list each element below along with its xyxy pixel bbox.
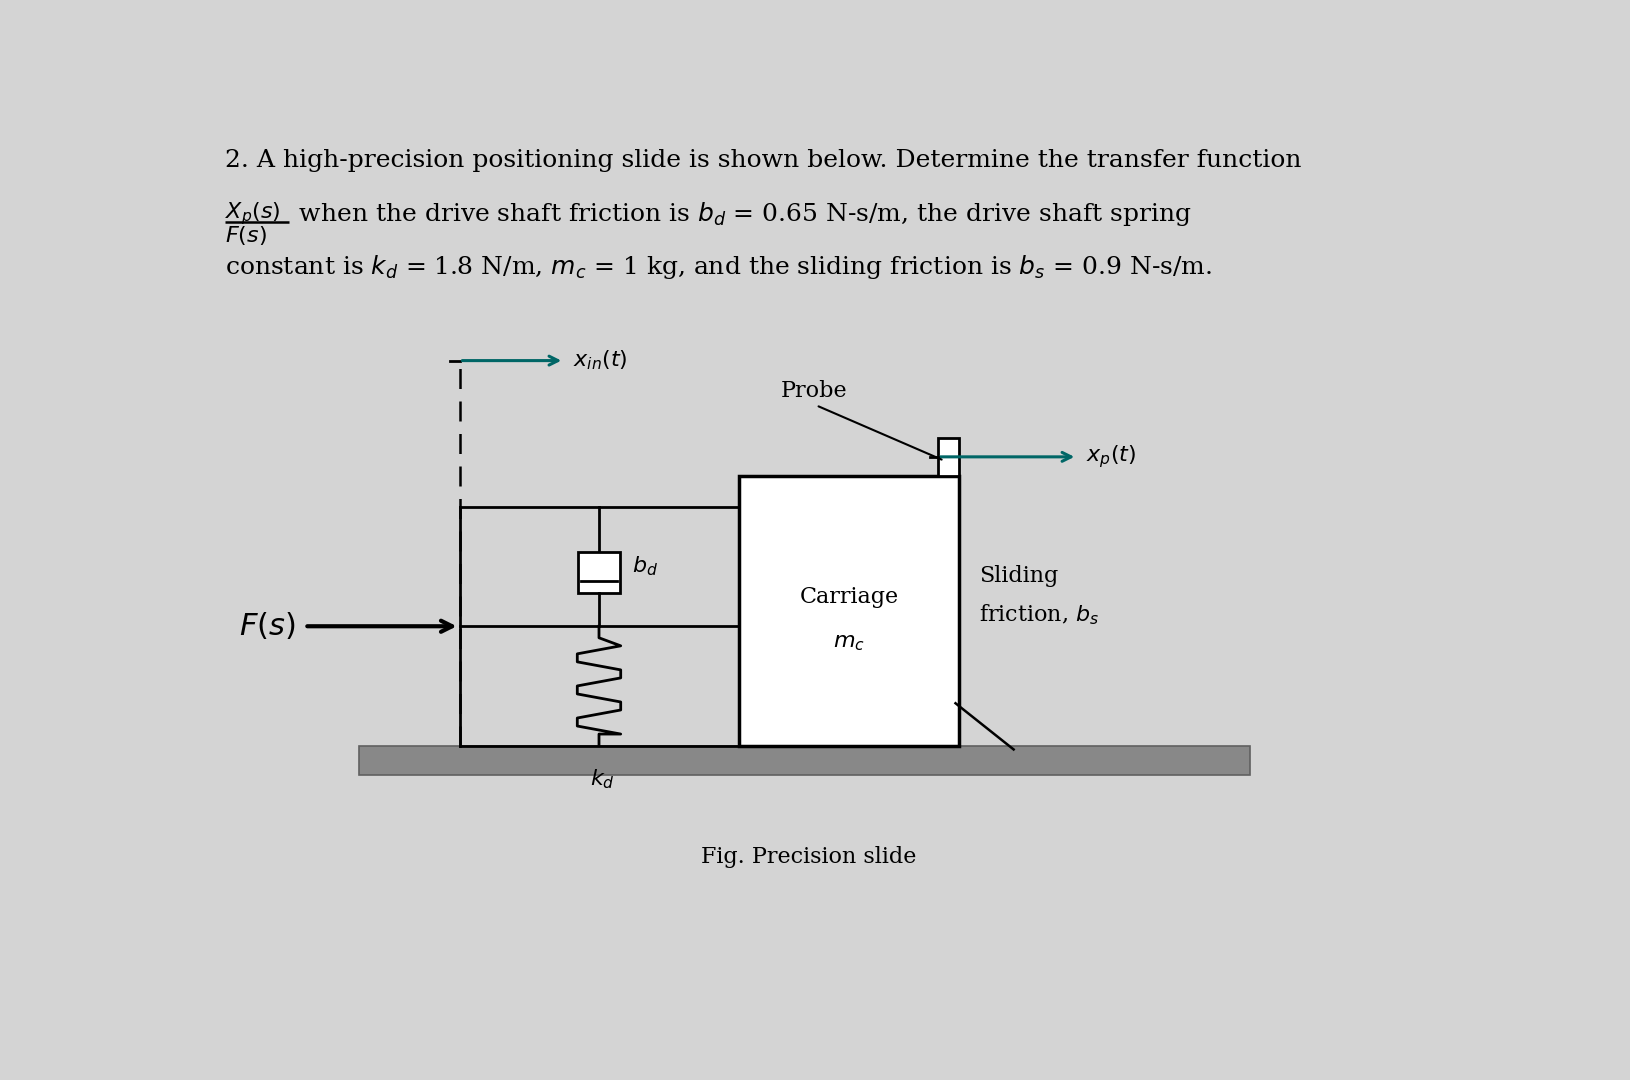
Text: Carriage: Carriage (799, 586, 898, 608)
Text: constant is $k_d$ = 1.8 N/m, $m_c$ = 1 kg, and the sliding friction is $b_s$ = 0: constant is $k_d$ = 1.8 N/m, $m_c$ = 1 k… (225, 253, 1213, 281)
Bar (359, 745, 1250, 774)
Text: $m_c$: $m_c$ (833, 631, 866, 652)
Text: $F(s)$: $F(s)$ (238, 611, 295, 642)
Text: when the drive shaft friction is $b_d$ = 0.65 N-s/m, the drive shaft spring: when the drive shaft friction is $b_d$ =… (292, 201, 1192, 229)
Text: $x_{in}(t)$: $x_{in}(t)$ (574, 349, 628, 373)
Bar (577, 552, 621, 593)
Text: friction, $b_s$: friction, $b_s$ (978, 603, 1099, 627)
Text: $X_p(s)$: $X_p(s)$ (225, 201, 280, 227)
Bar (937, 437, 960, 476)
Text: $F(s)$: $F(s)$ (225, 225, 267, 247)
Text: $x_p(t)$: $x_p(t)$ (1087, 444, 1136, 470)
Text: Sliding: Sliding (978, 565, 1058, 588)
Bar (738, 476, 960, 745)
Text: Fig. Precision slide: Fig. Precision slide (701, 847, 916, 868)
Text: $b_d$: $b_d$ (632, 555, 659, 579)
Text: 2. A high-precision positioning slide is shown below. Determine the transfer fun: 2. A high-precision positioning slide is… (225, 149, 1302, 172)
Text: $k_d$: $k_d$ (590, 767, 615, 791)
Text: Probe: Probe (781, 380, 848, 403)
